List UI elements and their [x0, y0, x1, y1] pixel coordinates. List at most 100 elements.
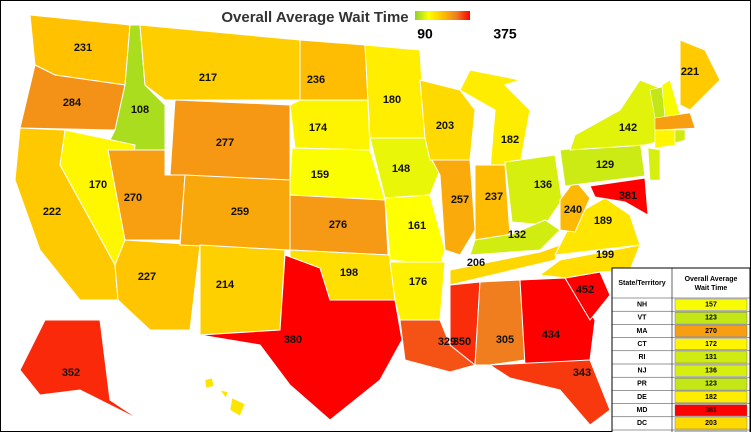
- legend-min: 90: [417, 26, 433, 42]
- state-value: 217: [199, 72, 217, 84]
- wait-value: 381: [705, 407, 717, 414]
- state-value: 148: [392, 163, 410, 175]
- wait-value: 131: [705, 354, 717, 361]
- wait-value: 182: [705, 394, 717, 401]
- state-code: NJ: [638, 367, 647, 374]
- table-header: Overall Average Wait Time: [685, 276, 738, 292]
- state-value: 159: [311, 169, 329, 181]
- state-value: 132: [508, 229, 526, 241]
- state: [19, 319, 141, 421]
- state-value: 206: [467, 257, 485, 269]
- value-cell: [674, 351, 748, 364]
- state-value: 277: [216, 137, 234, 149]
- value-cell: [674, 417, 748, 430]
- state: [474, 279, 526, 366]
- state-value: 170: [89, 179, 107, 191]
- table-header: State/Territory: [618, 280, 665, 287]
- state: [384, 194, 446, 266]
- wait-value: 136: [705, 367, 717, 374]
- value-cell: [674, 338, 748, 351]
- state: [647, 147, 661, 181]
- state-value: 203: [436, 120, 454, 132]
- state: [469, 219, 561, 256]
- state-value: 352: [62, 367, 80, 379]
- state-value: 434: [542, 329, 561, 341]
- value-cell: [674, 391, 748, 403]
- state-value: 108: [131, 104, 149, 116]
- state: [654, 112, 696, 131]
- state: [299, 39, 369, 101]
- state: [488, 359, 611, 426]
- state: [219, 389, 229, 399]
- state-value: 231: [74, 42, 92, 54]
- state-code: DC: [637, 420, 647, 427]
- state-labels: 231 284 108 217 277 170 222 270 227 259 214 236 174 1…: [43, 42, 699, 379]
- state-value: 381: [619, 190, 637, 202]
- state-code: PR: [637, 381, 647, 388]
- state: [431, 159, 476, 256]
- state-value: 276: [329, 219, 347, 231]
- state: [674, 129, 686, 144]
- state: [589, 177, 649, 216]
- state-value: 237: [485, 191, 503, 203]
- state-value: 236: [307, 74, 325, 86]
- legend-bar: [415, 11, 470, 20]
- state: [204, 377, 215, 389]
- state: [364, 44, 426, 139]
- state-value: 350: [453, 336, 471, 348]
- state: [389, 261, 446, 321]
- state: [289, 99, 371, 151]
- state: [519, 277, 596, 366]
- state-code: RI: [639, 354, 646, 361]
- state: [199, 254, 403, 421]
- value-cell: [674, 378, 748, 390]
- state: [139, 24, 301, 101]
- state-value: 257: [451, 194, 469, 206]
- wait-value: 172: [705, 341, 717, 348]
- state-value: 221: [681, 66, 699, 78]
- state-value: 142: [619, 122, 637, 134]
- state-value: 380: [284, 334, 302, 346]
- state-value: 222: [43, 206, 61, 218]
- state-value: 240: [564, 204, 582, 216]
- state: [654, 129, 676, 149]
- value-cell: [674, 312, 748, 324]
- state: [504, 154, 563, 226]
- state: [289, 147, 386, 201]
- state: [679, 39, 721, 111]
- state-code: MA: [637, 328, 648, 335]
- state-value: 329: [438, 336, 456, 348]
- state-value: 259: [231, 206, 249, 218]
- wait-value: 203: [705, 420, 717, 427]
- state-value: 136: [534, 179, 552, 191]
- state-value: 343: [573, 367, 591, 379]
- states: [14, 14, 721, 426]
- state: [369, 137, 441, 199]
- state-value: 180: [383, 94, 401, 106]
- state-code: VT: [638, 315, 648, 322]
- state-value: 270: [124, 192, 142, 204]
- state-value: 189: [594, 215, 612, 227]
- state-value: 305: [496, 334, 514, 346]
- wait-value: 157: [705, 301, 717, 308]
- state-value: 129: [596, 159, 614, 171]
- state-value: 198: [340, 267, 358, 279]
- state: [199, 244, 286, 336]
- wait-value: 123: [705, 381, 717, 388]
- value-cell: [674, 364, 748, 377]
- state-code: DE: [637, 394, 647, 401]
- state-code: NH: [637, 301, 647, 308]
- legend-title: Overall Average Wait Time: [221, 9, 408, 26]
- state-value: 227: [138, 271, 156, 283]
- state-code: CT: [637, 341, 647, 348]
- state-value: 214: [216, 279, 235, 291]
- legend-max: 375: [493, 26, 517, 42]
- value-cell: [674, 325, 748, 337]
- wait-table: State/Territory Overall Average Wait Time N…: [611, 267, 751, 437]
- wait-value: 123: [705, 315, 717, 322]
- wait-value: 270: [705, 328, 717, 335]
- state-value: 174: [309, 122, 328, 134]
- state-value: 284: [63, 97, 82, 109]
- state-value: 161: [408, 220, 426, 232]
